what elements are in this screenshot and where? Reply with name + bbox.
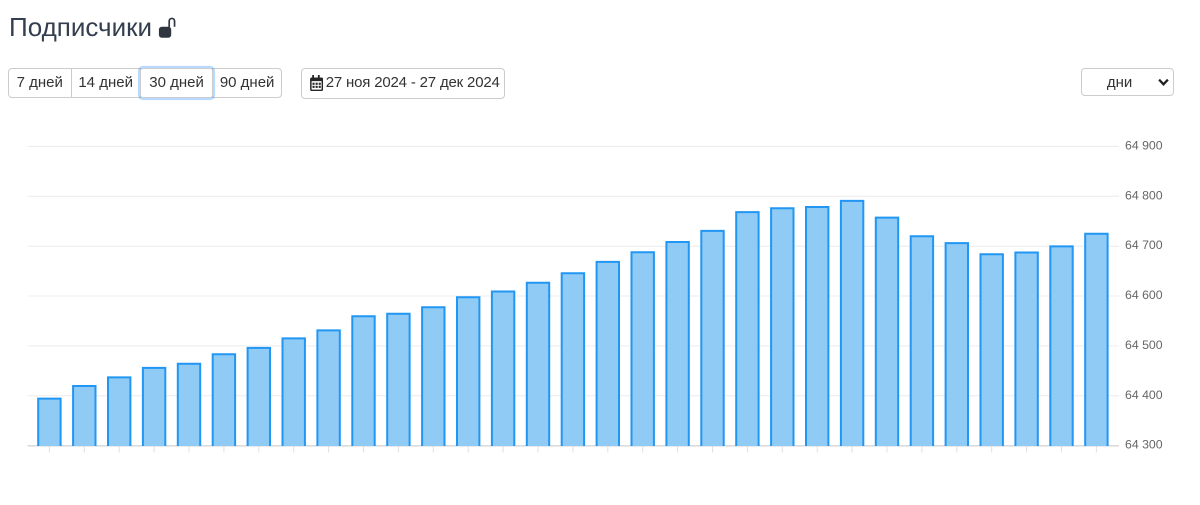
svg-text:64 600: 64 600: [1125, 288, 1163, 302]
svg-text:64 900: 64 900: [1125, 138, 1163, 152]
svg-text:64 300: 64 300: [1125, 438, 1163, 452]
svg-text:64 400: 64 400: [1125, 388, 1163, 402]
svg-text:64 800: 64 800: [1125, 188, 1163, 202]
svg-text:64 700: 64 700: [1125, 238, 1163, 252]
svg-text:64 500: 64 500: [1125, 338, 1163, 352]
